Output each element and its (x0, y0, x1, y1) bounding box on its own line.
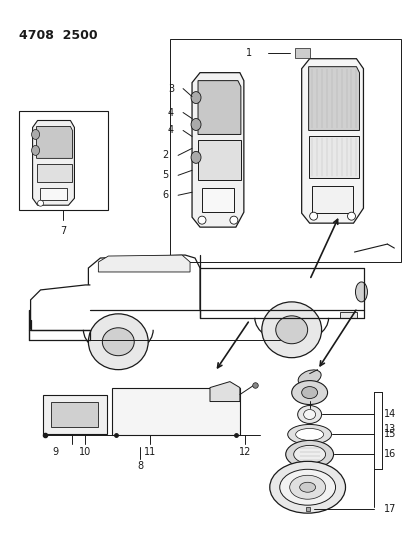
Ellipse shape (310, 212, 317, 220)
Ellipse shape (302, 386, 317, 399)
Bar (339, 312, 357, 318)
Ellipse shape (276, 316, 308, 344)
Ellipse shape (230, 216, 238, 224)
Ellipse shape (290, 475, 326, 499)
Text: 16: 16 (384, 449, 397, 459)
Polygon shape (33, 120, 74, 205)
Polygon shape (302, 59, 364, 223)
Ellipse shape (102, 328, 134, 356)
Text: 8: 8 (137, 462, 143, 471)
Text: 3: 3 (168, 84, 174, 94)
Polygon shape (98, 255, 190, 272)
Text: 11: 11 (144, 447, 156, 457)
Bar (170, 39, 401, 262)
Ellipse shape (191, 151, 201, 163)
Ellipse shape (191, 92, 201, 103)
Ellipse shape (31, 130, 40, 140)
Polygon shape (40, 188, 67, 200)
Bar (112, 387, 240, 435)
Ellipse shape (38, 200, 44, 206)
Ellipse shape (304, 409, 316, 419)
Polygon shape (198, 140, 241, 180)
Bar (19, 110, 109, 210)
Text: 7: 7 (60, 226, 67, 236)
Ellipse shape (262, 302, 322, 358)
Polygon shape (210, 382, 240, 401)
Ellipse shape (299, 482, 316, 492)
Text: 15: 15 (384, 430, 397, 439)
Ellipse shape (270, 462, 346, 513)
Ellipse shape (191, 118, 201, 131)
Polygon shape (198, 80, 241, 134)
Polygon shape (202, 188, 234, 212)
Ellipse shape (31, 146, 40, 156)
Text: 4: 4 (168, 108, 174, 117)
Text: 2: 2 (162, 150, 168, 160)
Text: 4: 4 (168, 125, 174, 135)
Text: 17: 17 (384, 504, 397, 514)
Ellipse shape (296, 429, 324, 440)
Polygon shape (308, 136, 359, 179)
Bar (51, 401, 98, 427)
Polygon shape (312, 186, 353, 213)
Ellipse shape (298, 406, 322, 423)
Text: 5: 5 (162, 171, 168, 180)
Bar (295, 48, 310, 58)
Ellipse shape (348, 212, 355, 220)
Text: 14: 14 (384, 409, 397, 419)
Polygon shape (37, 164, 73, 182)
Text: 12: 12 (239, 447, 251, 457)
Ellipse shape (198, 216, 206, 224)
Ellipse shape (298, 370, 321, 385)
Text: 9: 9 (53, 447, 59, 457)
Ellipse shape (355, 282, 368, 302)
Polygon shape (192, 72, 244, 227)
Ellipse shape (294, 446, 326, 463)
Text: 4708  2500: 4708 2500 (19, 29, 97, 42)
Bar (42, 394, 107, 434)
Text: 1: 1 (246, 48, 252, 58)
Text: 6: 6 (162, 190, 168, 200)
Text: 10: 10 (79, 447, 91, 457)
Ellipse shape (288, 424, 332, 445)
Ellipse shape (292, 381, 328, 405)
Text: 13: 13 (384, 424, 397, 434)
Ellipse shape (286, 440, 334, 469)
Ellipse shape (280, 470, 335, 505)
Polygon shape (37, 126, 73, 158)
Ellipse shape (89, 314, 148, 370)
Polygon shape (308, 67, 359, 131)
